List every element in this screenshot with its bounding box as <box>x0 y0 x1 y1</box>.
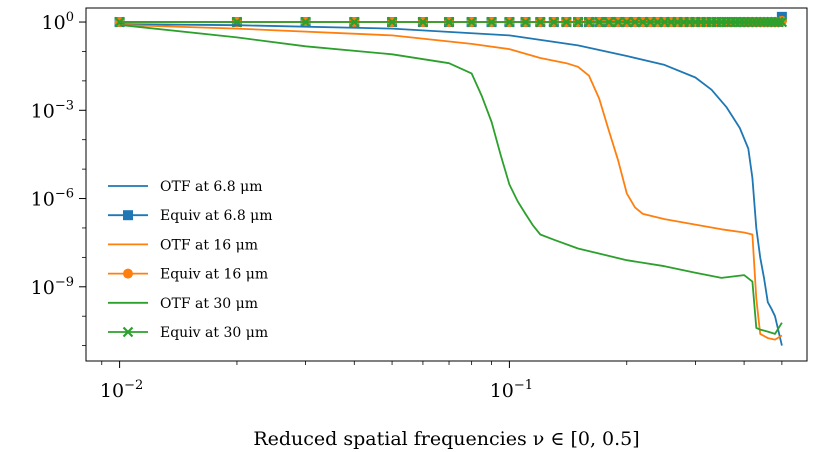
data-point-equiv-at-30-m-19 <box>621 16 633 28</box>
data-point-equiv-at-30-m-10 <box>520 16 531 28</box>
data-point-equiv-at-30-m-3 <box>349 16 360 28</box>
legend-entry-otf-at-30-m: OTF at 30 μm <box>108 296 258 312</box>
series-equiv-at-30-m <box>114 16 788 28</box>
x-tick-label-1: 10−1 <box>490 378 533 402</box>
series-layer <box>114 11 788 346</box>
y-tick-label-1: 10−3 <box>31 98 74 122</box>
data-point-equiv-at-30-m-49 <box>776 16 788 28</box>
data-point-equiv-at-30-m-6 <box>443 16 455 28</box>
series-otf-at-30-m <box>119 24 783 335</box>
legend-entry-equiv-at-30-m: Equiv at 30 μm <box>108 325 268 341</box>
data-point-equiv-at-30-m-4 <box>386 16 398 28</box>
data-point-equiv-at-30-m-20 <box>629 16 641 28</box>
data-point-equiv-at-30-m-18 <box>612 16 624 28</box>
legend-label-otf-at-16-m: OTF at 16 μm <box>160 237 258 253</box>
legend-marker-equiv-at-16-m <box>123 268 133 279</box>
data-point-equiv-at-30-m-17 <box>603 16 615 28</box>
legend-label-equiv-at-16-m: Equiv at 16 μm <box>160 267 268 283</box>
data-point-equiv-at-30-m-42 <box>751 16 762 28</box>
x-axis-label: Reduced spatial frequencies ν ∈ [0, 0.5] <box>253 428 639 450</box>
y-tick-label-3: 10−9 <box>31 275 74 299</box>
series-line-otf-at-30-m <box>119 24 783 335</box>
legend-label-equiv-at-6-8-m: Equiv at 6.8 μm <box>160 208 273 224</box>
legend-entry-otf-at-16-m: OTF at 16 μm <box>108 237 258 253</box>
data-point-equiv-at-30-m-5 <box>417 16 429 28</box>
data-point-equiv-at-30-m-9 <box>504 16 515 28</box>
legend-marker-equiv-at-30-m <box>122 326 134 338</box>
data-point-equiv-at-30-m-8 <box>486 16 497 28</box>
legend-entry-otf-at-6-8-m: OTF at 6.8 μm <box>108 179 263 195</box>
data-point-equiv-at-30-m-16 <box>593 16 605 28</box>
legend-entry-equiv-at-16-m: Equiv at 16 μm <box>108 267 268 283</box>
series-line-otf-at-16-m <box>119 24 783 341</box>
legend-entry-equiv-at-6-8-m: Equiv at 6.8 μm <box>108 208 273 224</box>
axis-ticks: 10−2 10−1 100 10−3 10−6 10−9 <box>31 10 783 402</box>
data-point-equiv-at-30-m-12 <box>548 16 560 28</box>
y-tick-label-2: 10−6 <box>31 187 74 211</box>
data-point-equiv-at-30-m-14 <box>572 16 584 28</box>
plot-frame <box>85 7 808 362</box>
legend-label-otf-at-6-8-m: OTF at 6.8 μm <box>160 179 263 195</box>
data-point-equiv-at-30-m-11 <box>534 16 546 28</box>
data-point-equiv-at-30-m-48 <box>773 16 784 28</box>
data-point-equiv-at-30-m-40 <box>742 16 754 28</box>
legend-marker-equiv-at-6-8-m <box>123 210 133 221</box>
legend: OTF at 6.8 μm Equiv at 6.8 μm OTF at 16 μm… <box>108 179 273 341</box>
series-line-otf-at-6-8-m <box>119 23 783 346</box>
data-point-equiv-at-30-m-39 <box>738 16 750 28</box>
y-tick-label-0: 100 <box>42 10 74 34</box>
data-point-equiv-at-30-m-2 <box>300 16 311 28</box>
x-tick-label-0: 10−2 <box>100 378 143 402</box>
legend-label-equiv-at-30-m: Equiv at 30 μm <box>160 325 268 341</box>
legend-label-otf-at-30-m: OTF at 30 μm <box>160 296 258 312</box>
data-point-equiv-at-30-m-41 <box>747 16 758 28</box>
data-point-equiv-at-30-m-37 <box>730 16 741 28</box>
data-point-equiv-at-30-m-38 <box>734 16 746 28</box>
series-otf-at-16-m <box>119 24 783 341</box>
data-point-equiv-at-30-m-13 <box>561 16 572 28</box>
data-point-equiv-at-30-m-7 <box>466 16 477 28</box>
series-otf-at-6-8-m <box>119 23 783 346</box>
data-point-equiv-at-30-m-15 <box>583 16 595 28</box>
